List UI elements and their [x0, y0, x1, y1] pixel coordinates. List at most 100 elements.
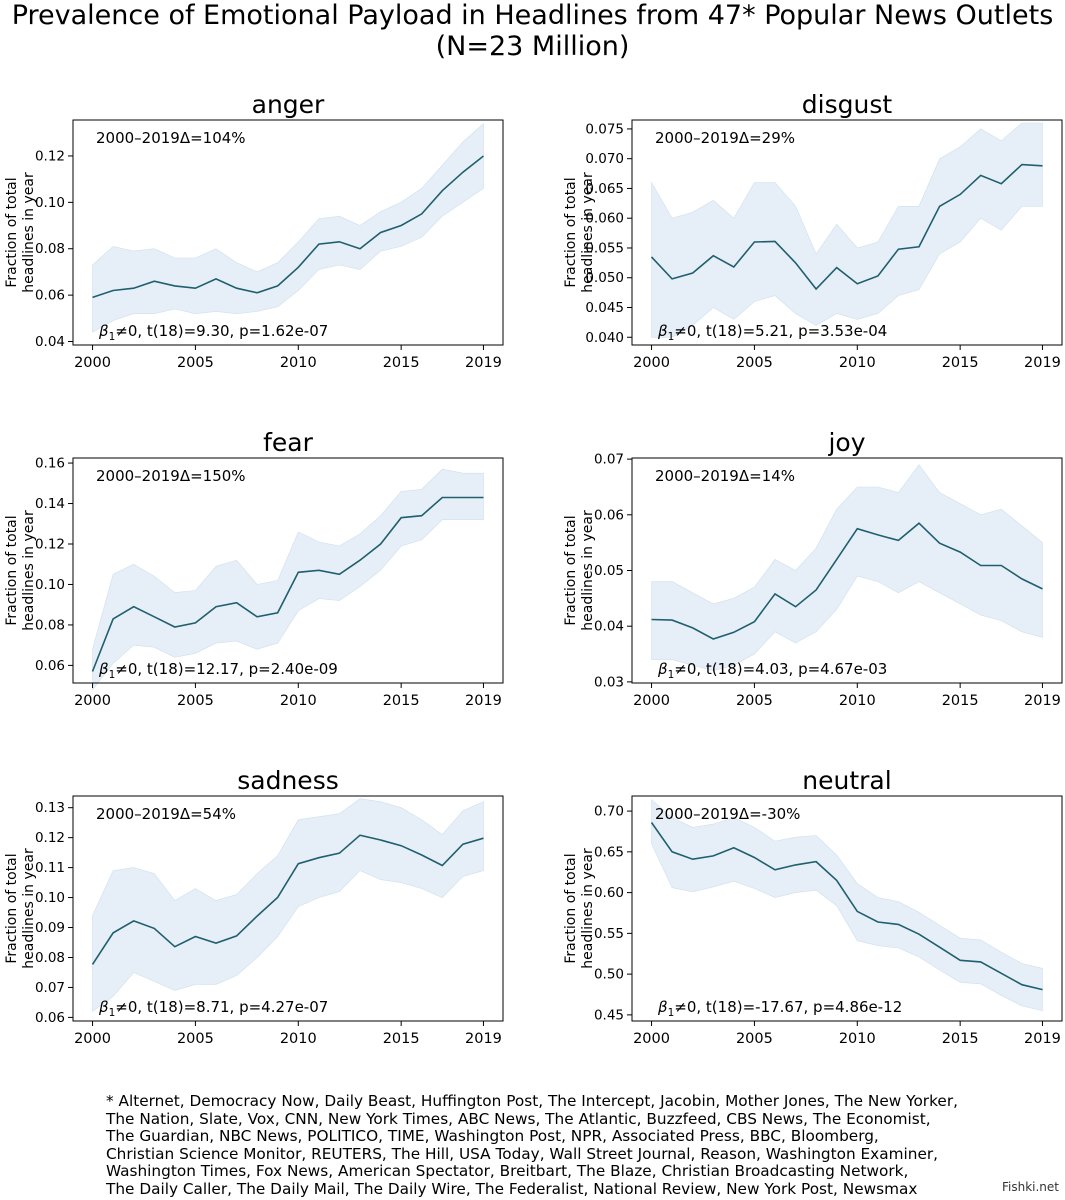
- y-tick-label: 0.13: [35, 800, 65, 816]
- x-tick-label: 2015: [383, 355, 420, 371]
- y-tick-label: 0.07: [594, 452, 624, 468]
- x-tick-label: 2000: [74, 1031, 111, 1047]
- confidence-band: [92, 122, 484, 333]
- stat-text: ≠0, t(18)=4.03, p=4.67e-03: [674, 660, 887, 678]
- y-tick-label: 0.08: [35, 617, 65, 633]
- y-tick-label: 0.65: [594, 844, 624, 860]
- beta-subscript: 1: [668, 669, 675, 681]
- x-tick-label: 2005: [736, 355, 773, 371]
- x-tick-label: 2019: [465, 355, 502, 371]
- y-tick-label: 0.60: [594, 885, 624, 901]
- stat-annotation: β1≠0, t(18)=-17.67, p=4.86e-12: [657, 998, 902, 1019]
- x-tick-label: 2005: [177, 1031, 214, 1047]
- panel-joy: joy 2000 2005 2010 2015 2019 0.03 0.04 0.05 0.06 0…: [563, 428, 1063, 709]
- y-tick-label: 0.70: [594, 804, 624, 820]
- y-axis-label: Fraction of totalheadlines in year: [4, 510, 37, 631]
- footnote-line: Christian Science Monitor, REUTERS, The …: [106, 1144, 939, 1163]
- panel-neutral: neutral 2000 2005 2010 2015 2019 0.45 0.50 0.55 0…: [563, 766, 1063, 1047]
- x-tick-label: 2010: [839, 355, 876, 371]
- x-tick-label: 2000: [74, 355, 111, 371]
- series-line: [91, 496, 484, 672]
- confidence-band: [651, 122, 1043, 338]
- x-tick-label: 2015: [383, 1031, 420, 1047]
- beta-symbol: β: [657, 998, 668, 1016]
- stat-text: ≠0, t(18)=5.21, p=3.53e-04: [674, 322, 887, 340]
- stat-annotation: β1≠0, t(18)=12.17, p=2.40e-09: [98, 660, 338, 681]
- y-tick-label: 0.10: [35, 890, 65, 906]
- panel-anger: anger 2000 2005 2010 2015 2019 0.04 0.06 0.08 0.1…: [4, 90, 504, 371]
- stat-annotation: β1≠0, t(18)=5.21, p=3.53e-04: [657, 322, 887, 343]
- y-tick-label: 0.03: [594, 674, 624, 690]
- y-axis-label-line1: Fraction of total: [563, 177, 579, 287]
- stat-text: ≠0, t(18)=8.71, p=4.27e-07: [115, 998, 328, 1016]
- beta-subscript: 1: [109, 331, 116, 343]
- figure-title-line1: Prevalence of Emotional Payload in Headl…: [11, 0, 1054, 31]
- plot-frame: [72, 119, 504, 346]
- confidence-band: [651, 799, 1043, 1012]
- footnote-line: The Guardian, NBC News, POLITICO, TIME, …: [106, 1127, 879, 1146]
- beta-symbol: β: [98, 322, 109, 340]
- stat-annotation: β1≠0, t(18)=4.03, p=4.67e-03: [657, 660, 887, 681]
- x-tick-label: 2000: [633, 693, 670, 709]
- y-axis-label: Fraction of totalheadlines in year: [4, 848, 37, 969]
- y-tick-label: 0.04: [35, 334, 65, 350]
- panel-disgust: disgust 2000 2005 2010 2015 2019 0.040 0.045 0.0…: [563, 90, 1063, 371]
- y-axis-label-line1: Fraction of total: [563, 515, 579, 625]
- x-tick-label: 2005: [177, 355, 214, 371]
- panel-sadness: sadness 2000 2005 2010 2015 2019 0.06 0.07 0.08 0…: [4, 766, 504, 1047]
- y-axis-label-line2: headlines in year: [21, 848, 37, 969]
- y-tick-label: 0.10: [35, 195, 65, 211]
- x-tick-label: 2010: [280, 693, 317, 709]
- series-line: [650, 822, 1043, 991]
- x-tick-label: 2019: [465, 693, 502, 709]
- series-line: [650, 163, 1043, 291]
- x-tick-label: 2019: [465, 1031, 502, 1047]
- y-tick-label: 0.060: [585, 211, 624, 227]
- footnote-line: Washington Times, Fox News, American Spe…: [106, 1162, 909, 1181]
- delta-annotation: 2000–2019Δ=-30%: [655, 805, 800, 823]
- x-tick-label: 2015: [383, 693, 420, 709]
- panel-fear: fear 2000 2005 2010 2015 2019 0.06 0.08 0.10 0.12…: [4, 428, 504, 709]
- figure-title: Prevalence of Emotional Payload in Headl…: [0, 0, 1065, 62]
- beta-subscript: 1: [668, 1007, 675, 1019]
- x-tick-label: 2005: [736, 693, 773, 709]
- y-tick-label: 0.065: [585, 181, 624, 197]
- beta-symbol: β: [657, 660, 668, 678]
- y-axis-label-line1: Fraction of total: [4, 853, 20, 963]
- x-tick-label: 2019: [1024, 1031, 1061, 1047]
- beta-symbol: β: [657, 322, 668, 340]
- delta-annotation: 2000–2019Δ=29%: [655, 129, 795, 147]
- y-tick-label: 0.06: [35, 1010, 65, 1026]
- stat-text: ≠0, t(18)=-17.67, p=4.86e-12: [674, 998, 902, 1016]
- figure-title-line2: (N=23 Million): [435, 31, 630, 62]
- y-axis-label-line2: headlines in year: [580, 848, 596, 969]
- y-tick-label: 0.04: [594, 619, 624, 635]
- y-tick-label: 0.075: [585, 121, 624, 137]
- confidence-band: [651, 464, 1043, 672]
- x-tick-label: 2010: [280, 1031, 317, 1047]
- delta-annotation: 2000–2019Δ=150%: [96, 467, 246, 485]
- y-tick-label: 0.05: [594, 563, 624, 579]
- footnote-line: The Nation, Slate, Vox, CNN, New York Ti…: [106, 1109, 931, 1128]
- beta-symbol: β: [98, 998, 109, 1016]
- series-line: [91, 834, 484, 965]
- x-tick-label: 2015: [942, 693, 979, 709]
- y-tick-label: 0.08: [35, 950, 65, 966]
- series-line: [651, 522, 1043, 640]
- beta-subscript: 1: [109, 669, 116, 681]
- y-tick-label: 0.045: [585, 300, 624, 316]
- y-tick-label: 0.11: [35, 860, 65, 876]
- panel-title: joy: [827, 428, 865, 457]
- panel-title: neutral: [802, 766, 891, 795]
- beta-subscript: 1: [109, 1007, 116, 1019]
- panel-title: sadness: [237, 766, 339, 795]
- y-axis-label: Fraction of totalheadlines in year: [563, 172, 596, 293]
- y-tick-label: 0.12: [35, 536, 65, 552]
- x-tick-label: 2005: [177, 693, 214, 709]
- plot-frame: [72, 795, 504, 1022]
- x-tick-label: 2000: [633, 1031, 670, 1047]
- x-tick-label: 2010: [280, 355, 317, 371]
- delta-annotation: 2000–2019Δ=54%: [96, 805, 236, 823]
- y-axis-label-line2: headlines in year: [21, 510, 37, 631]
- x-tick-label: 2015: [942, 1031, 979, 1047]
